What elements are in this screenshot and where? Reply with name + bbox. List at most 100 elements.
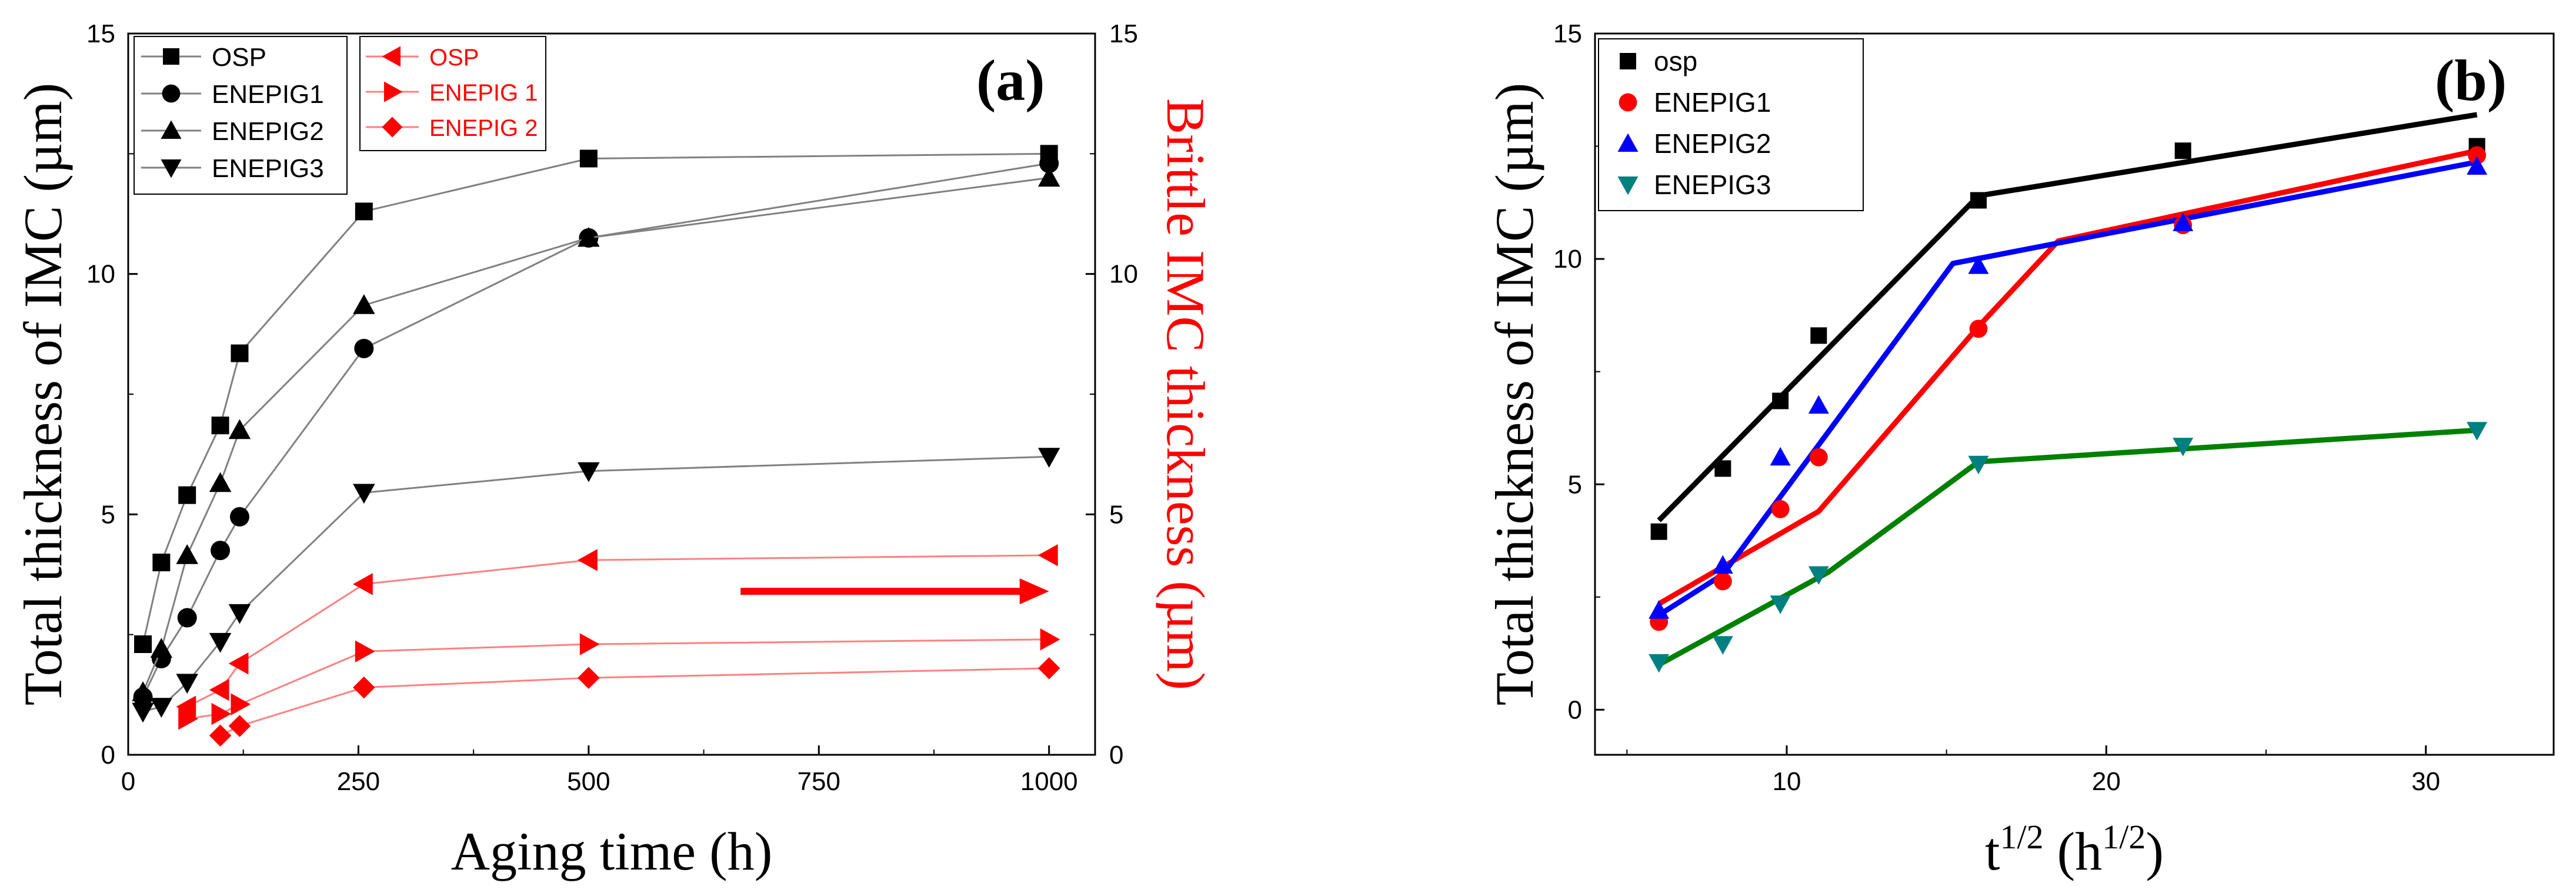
x-axis-label-superscript: 1/2 [2000, 818, 2044, 856]
data-point [1714, 460, 1731, 477]
y-axis-label: Total thickness of IMC (µm) [13, 83, 73, 705]
data-point [2174, 142, 2191, 159]
data-point [1649, 654, 1670, 673]
data-point [353, 294, 375, 314]
data-point [578, 462, 600, 482]
data-point [1772, 392, 1789, 409]
data-point [209, 632, 232, 653]
x-tick-label: 20 [2092, 767, 2121, 796]
data-point [176, 674, 198, 694]
x-tick-label: 10 [1773, 767, 1801, 796]
data-point [1037, 657, 1060, 680]
x-tick-label: 750 [798, 767, 840, 796]
data-point [1810, 327, 1827, 344]
x-tick-label: 0 [121, 767, 135, 796]
data-point [150, 698, 173, 718]
series-line [142, 176, 1049, 693]
fit-line [1657, 427, 2477, 667]
legend-frame [1598, 38, 1864, 211]
data-point [578, 667, 600, 689]
legend-marker [1617, 133, 1639, 152]
x-tick-label: 1000 [1020, 767, 1078, 796]
data-point [231, 344, 249, 362]
x-axis-label-part: ) [2145, 821, 2164, 881]
data-point [354, 338, 374, 358]
x-axis-label: t1/2 (h1/2) [1985, 818, 2164, 881]
legend-label: ENEPIG3 [212, 154, 324, 183]
legend-right: OSP ENEPIG 1 ENEPIG 2 [359, 36, 546, 151]
red-arrow-head [1019, 578, 1049, 605]
series-line [186, 554, 1049, 708]
legend-left: OSP ENEPIG1 ENEPIG2 ENEPIG3 [134, 36, 348, 195]
data-point [1808, 566, 1829, 585]
plot-frame [1594, 32, 2555, 756]
y-tick-label: 10 [86, 260, 115, 289]
data-point [1968, 455, 1989, 475]
series-line [186, 638, 1049, 720]
data-point [209, 678, 229, 701]
data-point [1770, 595, 1791, 614]
legend-marker [1620, 53, 1636, 69]
data-point [1650, 523, 1667, 540]
legend-marker [1617, 176, 1639, 195]
data-point [353, 484, 375, 504]
legend-label: OSP [212, 43, 266, 72]
y-tick-label: 5 [1568, 470, 1582, 499]
data-point [177, 608, 197, 628]
legend: osp ENEPIG1 ENEPIG2 ENEPIG3 [1598, 38, 1864, 211]
data-point [132, 681, 154, 701]
panel-a: 0 250 500 750 1000 0 5 10 15 0 5 10 15 Aging time (h)… [13, 19, 1216, 881]
data-point [1713, 572, 1732, 591]
data-point [355, 640, 375, 663]
data-point [178, 707, 198, 730]
data-point [178, 486, 196, 504]
data-point [211, 702, 232, 725]
y-tick-label: 15 [86, 19, 115, 48]
data-point [231, 693, 251, 715]
x-tick-label: 500 [567, 767, 610, 796]
data-point [1970, 192, 1987, 209]
data-point [1808, 395, 1829, 414]
x-axis-label-superscript: 1/2 [2102, 818, 2145, 856]
data-point [176, 544, 198, 564]
legend-marker [161, 159, 182, 178]
legend-marker [382, 46, 401, 67]
data-point [1037, 166, 1060, 187]
data-point [132, 702, 154, 723]
data-point [1771, 499, 1790, 518]
y-tick-label: 0 [101, 741, 115, 770]
y-axis-label: Total thickness of IMC (µm) [1484, 83, 1544, 705]
data-point [1969, 319, 1988, 338]
legend-marker [163, 48, 179, 65]
x-tick-label: 250 [337, 767, 380, 796]
legend-label: ENEPIG2 [1654, 128, 1771, 159]
y-right-tick-label: 0 [1109, 741, 1123, 770]
data-point [578, 549, 598, 571]
data-point [209, 724, 232, 747]
series-line [219, 667, 1049, 737]
data-point [578, 227, 600, 247]
x-tick-label: 30 [2411, 767, 2440, 796]
data-point [353, 676, 375, 699]
fit-line [1657, 159, 2478, 618]
data-point [211, 417, 229, 435]
series-line [142, 455, 1049, 712]
data-point [2173, 438, 2194, 457]
data-point [229, 507, 249, 527]
legend-label: ENEPIG3 [1654, 169, 1771, 200]
fit-line [1657, 148, 2478, 607]
data-point [1968, 255, 1989, 274]
y-tick-label: 15 [1553, 19, 1582, 48]
y-tick-label: 5 [101, 500, 115, 529]
data-point [209, 472, 232, 492]
panel-label: (b) [2435, 48, 2507, 113]
data-point [2173, 212, 2194, 231]
legend-label: ENEPIG2 [212, 117, 324, 146]
legend-label: ENEPIG 2 [429, 115, 538, 141]
y-right-tick-label: 5 [1109, 500, 1123, 529]
data-point [150, 638, 173, 658]
legend-marker [384, 81, 403, 102]
legend-marker [382, 116, 403, 138]
panel-label: (a) [976, 48, 1045, 113]
